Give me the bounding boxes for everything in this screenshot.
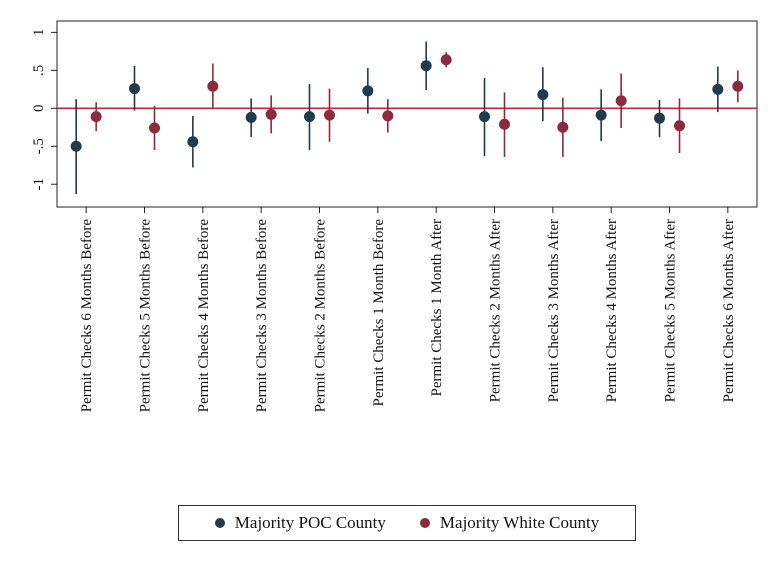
coefficient-chart: 1 .5 0 -.5 -1 Permit Checks 6 Months Before Pe…	[31, 20, 758, 413]
point-poc-4	[304, 111, 315, 123]
point-white-3	[265, 108, 277, 120]
point-white-5	[382, 110, 394, 122]
point-white-1	[149, 122, 160, 134]
x-tick-label-9: Permit Checks 4 Months After	[604, 219, 620, 402]
point-white-9	[615, 95, 627, 107]
legend-marker-white	[419, 518, 430, 528]
x-tick-label-11: Permit Checks 6 Months After	[721, 219, 737, 402]
y-tick-label-4: -1	[31, 178, 47, 191]
x-tick-label-0: Permit Checks 6 Months Before	[79, 219, 95, 413]
x-tick-label-3: Permit Checks 3 Months Before	[254, 219, 270, 413]
point-poc-0	[70, 140, 82, 152]
point-poc-7	[479, 111, 490, 123]
point-white-4	[324, 109, 335, 121]
y-tick-label-2: 0	[31, 105, 47, 113]
point-poc-6	[420, 60, 432, 72]
y-tick-label-3: -.5	[31, 138, 47, 154]
legend-item-poc: Majority POC County	[214, 513, 386, 533]
point-white-0	[90, 111, 102, 123]
legend-label-white: Majority White County	[439, 513, 600, 532]
x-tick-label-2: Permit Checks 4 Months Before	[196, 219, 212, 413]
legend-marker-poc	[214, 518, 225, 528]
x-tick-label-5: Permit Checks 1 Month Before	[371, 219, 387, 407]
point-poc-8	[537, 89, 549, 101]
legend-label-poc: Majority POC County	[234, 513, 386, 532]
point-poc-2	[187, 136, 199, 148]
x-tick-label-1: Permit Checks 5 Months Before	[138, 219, 154, 413]
point-poc-3	[245, 111, 257, 123]
point-poc-10	[654, 112, 665, 124]
point-white-8	[557, 121, 569, 133]
point-poc-11	[712, 83, 724, 95]
y-tick-label-0: 1	[31, 29, 47, 37]
x-tick-label-4: Permit Checks 2 Months Before	[313, 219, 329, 413]
legend-item-white: Majority White County	[419, 513, 600, 533]
y-tick-label-1: .5	[31, 65, 47, 76]
x-tick-label-7: Permit Checks 2 Months After	[488, 219, 504, 402]
legend: Majority POC County Majority White Count…	[178, 505, 636, 541]
plot-frame	[56, 20, 758, 208]
point-white-10	[674, 120, 685, 132]
point-poc-9	[595, 109, 607, 121]
point-white-2	[207, 80, 219, 92]
x-tick-label-8: Permit Checks 3 Months After	[546, 219, 562, 402]
x-tick-label-10: Permit Checks 5 Months After	[663, 219, 679, 402]
point-poc-1	[129, 83, 140, 95]
point-white-6	[440, 54, 452, 66]
point-poc-5	[362, 85, 374, 97]
point-white-11	[732, 80, 744, 92]
x-tick-label-6: Permit Checks 1 Month After	[429, 219, 445, 396]
point-white-7	[499, 118, 510, 130]
